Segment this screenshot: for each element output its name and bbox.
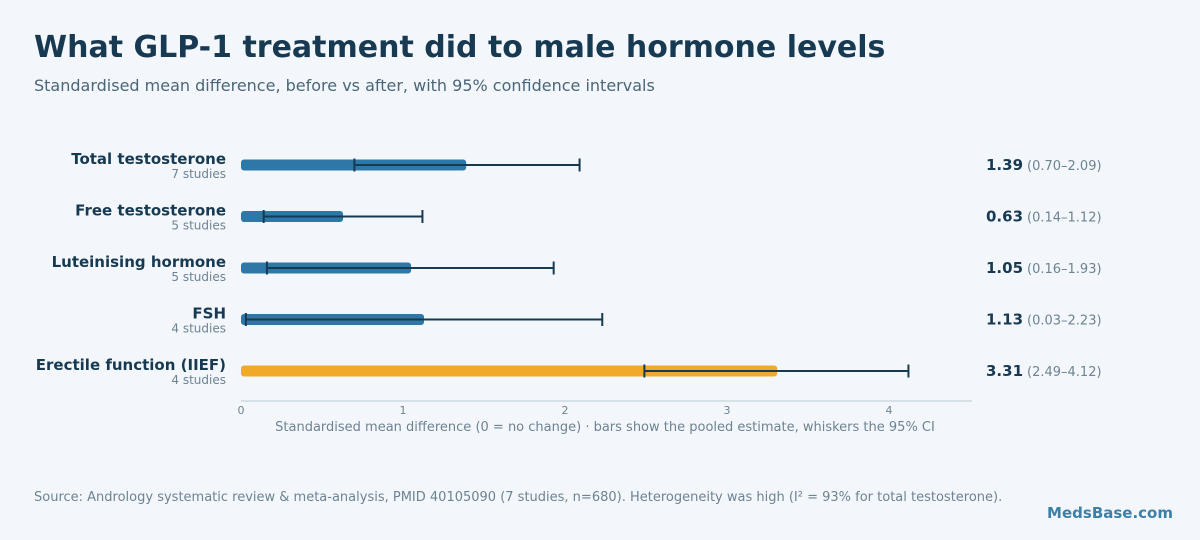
estimate-value: 1.13 xyxy=(986,311,1023,329)
category-label: Total testosterone xyxy=(71,150,226,168)
category-label: Free testosterone xyxy=(75,202,226,220)
x-tick-label: 0 xyxy=(238,404,245,417)
study-count: 7 studies xyxy=(171,167,226,181)
chart-title: What GLP-1 treatment did to male hormone… xyxy=(34,30,886,65)
estimate-value: 1.39 xyxy=(986,156,1023,174)
x-axis-label: Standardised mean difference (0 = no cha… xyxy=(275,420,935,435)
estimate-value: 1.05 xyxy=(986,259,1023,277)
study-count: 4 studies xyxy=(171,322,226,336)
brand-logo[interactable]: MedsBase.com xyxy=(1047,504,1173,522)
estimate-value: 3.31 xyxy=(986,362,1023,380)
ci-range-label: (2.49–4.12) xyxy=(1027,365,1102,380)
category-label: FSH xyxy=(192,305,226,323)
chart-subtitle: Standardised mean difference, before vs … xyxy=(34,76,655,95)
ci-range-label: (0.70–2.09) xyxy=(1027,159,1102,174)
category-label: Erectile function (IIEF) xyxy=(36,356,226,374)
source-note: Source: Andrology systematic review & me… xyxy=(34,490,1003,505)
x-tick-label: 3 xyxy=(724,404,731,417)
x-tick-label: 4 xyxy=(886,404,893,417)
value-label: 1.13 (0.03–2.23) xyxy=(986,311,1102,329)
ci-range-label: (0.14–1.12) xyxy=(1027,211,1102,226)
study-count: 5 studies xyxy=(171,270,226,284)
ci-range-label: (0.03–2.23) xyxy=(1027,314,1102,329)
value-label: 0.63 (0.14–1.12) xyxy=(986,208,1102,226)
estimate-bar xyxy=(241,365,778,377)
ci-range-label: (0.16–1.93) xyxy=(1027,262,1102,277)
study-count: 4 studies xyxy=(171,373,226,387)
estimate-value: 0.63 xyxy=(986,208,1023,226)
value-label: 3.31 (2.49–4.12) xyxy=(986,362,1102,380)
x-tick-label: 1 xyxy=(400,404,407,417)
category-label: Luteinising hormone xyxy=(52,253,226,271)
value-label: 1.05 (0.16–1.93) xyxy=(986,259,1102,277)
study-count: 5 studies xyxy=(171,219,226,233)
value-label: 1.39 (0.70–2.09) xyxy=(986,156,1102,174)
x-tick-label: 2 xyxy=(562,404,569,417)
